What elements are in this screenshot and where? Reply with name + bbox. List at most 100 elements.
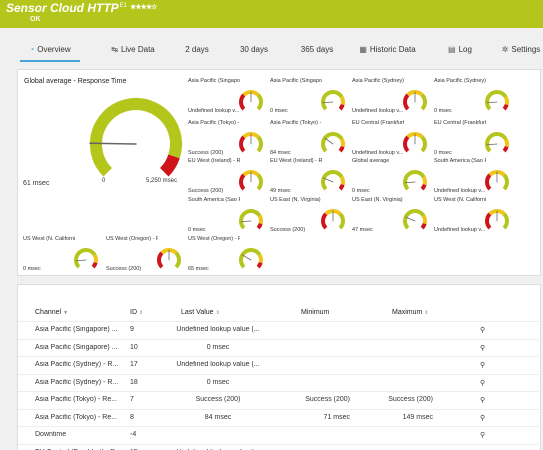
gauge-title: Global average <box>352 158 390 164</box>
search-icon[interactable]: ⚲ <box>480 432 486 439</box>
channel-cell[interactable]: Asia Pacific (Singapore) ... <box>35 326 118 333</box>
tab-2-days[interactable]: 2 days <box>180 38 214 62</box>
tab-label: 30 days <box>239 45 269 54</box>
gauge-title: EU Central (Frankfurt) ... <box>434 120 486 126</box>
gauge-green-arc <box>502 212 509 230</box>
big-gauge-needle <box>89 142 137 145</box>
gauge-yellow-arc <box>257 215 263 225</box>
channel-gauge[interactable]: Global average 0 msec <box>352 158 434 198</box>
last-value-cell: Success (200) <box>195 396 241 403</box>
id-cell: 18 <box>130 378 138 386</box>
gauge-yellow-arc <box>257 254 263 264</box>
gauge-dial <box>239 90 263 111</box>
gauge-dial <box>321 170 345 191</box>
minimum-cell: 71 msec <box>323 413 350 421</box>
channel-gauge[interactable]: US West (Oregon) - Re... Success (200) <box>106 236 188 276</box>
search-icon[interactable]: ⚲ <box>480 379 486 387</box>
table-row[interactable]: EU Central (Frankfurt) - R... 15 Undefined… <box>18 443 542 450</box>
gauge-needle <box>241 254 252 261</box>
channel-cell[interactable]: Asia Pacific (Tokyo) - Re... <box>35 413 118 421</box>
id-header[interactable]: ID ⇕ <box>130 309 144 316</box>
gauge-value: 0 msec <box>23 266 41 272</box>
channel-gauge[interactable]: EU West (Ireland) - Re... Success (200) <box>188 158 270 198</box>
gauge-needle <box>240 220 252 223</box>
channel-header[interactable]: Channel ▼ <box>35 309 69 316</box>
channel-cell[interactable]: EU Central (Frankfurt) - R... <box>35 449 125 450</box>
channel-gauge[interactable]: Asia Pacific (Tokyo) - R... Success (200) <box>188 120 270 160</box>
gauge-dial <box>157 248 181 269</box>
channel-gauge[interactable]: US West (N. California)... 0 msec <box>23 236 105 276</box>
priority-stars[interactable]: ★★★★☆ <box>130 4 157 11</box>
gauge-yellow-arc <box>421 215 427 225</box>
search-icon[interactable]: ⚲ <box>480 362 486 369</box>
channel-gauge[interactable]: US East (N. Virginia) - ... Success (200) <box>270 197 352 237</box>
gauge-dial <box>321 209 345 230</box>
tab-live-data[interactable]: ↹ Live Data <box>104 38 162 62</box>
gauge-green-arc <box>74 248 97 269</box>
gauge-value: Undefined lookup v... <box>352 108 404 114</box>
last-value-cell: 84 msec <box>204 413 232 421</box>
channel-cell[interactable]: Asia Pacific (Singapore) ... <box>35 343 118 351</box>
channel-cell[interactable]: Asia Pacific (Sydney) - R... <box>35 378 119 386</box>
channel-cell[interactable]: Downtime <box>35 431 67 438</box>
gauge-value: 0 msec <box>352 188 370 194</box>
last-value-cell: 0 msec <box>206 343 230 351</box>
table-row[interactable]: Downtime -4 ⚲ <box>18 426 542 443</box>
channel-gauge[interactable]: US East (N. Virginia) - ... 47 msec <box>352 197 434 237</box>
search-icon[interactable]: ⚲ <box>480 414 486 422</box>
channel-gauge[interactable]: South America (Sao Pa... Undefined lookup… <box>434 158 516 198</box>
gauge-title: US West (N. California)... <box>23 236 75 242</box>
gauge-title: South America (Sao Pa... <box>188 197 240 203</box>
search-icon[interactable]: ⚲ <box>480 327 486 334</box>
channel-gauge[interactable]: EU Central (Frankfurt) ... 0 msec <box>434 120 516 160</box>
channel-gauge[interactable]: Asia Pacific (Singapor... 0 msec <box>270 78 352 118</box>
channel-cell[interactable]: Asia Pacific (Sydney) - R... <box>35 361 119 368</box>
gauge-title: South America (Sao Pa... <box>434 158 486 164</box>
channel-gauge[interactable]: EU West (Ireland) - Re... 49 msec <box>270 158 352 198</box>
gauge-dial <box>239 209 263 230</box>
gauge-value: Undefined lookup v... <box>188 108 240 114</box>
tab-historic-data[interactable]: ▦ Historic Data <box>355 38 420 62</box>
minimum-header[interactable]: Minimum <box>301 309 330 316</box>
channel-gauge[interactable]: South America (Sao Pa... 0 msec <box>188 197 270 237</box>
gauge-needle <box>322 101 334 104</box>
table-row[interactable]: Asia Pacific (Tokyo) - Re... 8 84 msec 71 m… <box>18 408 542 426</box>
tab-label: Live Data <box>120 45 155 54</box>
gauge-needle <box>405 216 416 222</box>
maximum-header[interactable]: Maximum ⇕ <box>392 309 429 316</box>
big-gauge-red-arc <box>159 154 180 177</box>
channel-gauge[interactable]: Asia Pacific (Tokyo) - R... 84 msec <box>270 120 352 160</box>
channel-cell[interactable]: Asia Pacific (Tokyo) - Re... <box>35 396 118 403</box>
gauge-red-arc <box>256 222 263 230</box>
gauge-value: 65 msec <box>188 266 209 272</box>
gauge-needle <box>323 177 334 183</box>
tab-icon: ▤ <box>448 45 456 54</box>
id-cell: 17 <box>130 361 138 368</box>
table-row[interactable]: Asia Pacific (Singapore) ... 10 0 msec ⚲ <box>18 338 542 356</box>
table-row[interactable]: Asia Pacific (Tokyo) - Re... 7 Success (20… <box>18 391 542 408</box>
channel-gauge[interactable]: EU Central (Frankfurt) ... Undefined look… <box>352 120 434 160</box>
tab-30-days[interactable]: 30 days <box>234 38 274 62</box>
channel-gauge[interactable]: Asia Pacific (Singapor... Undefined looku… <box>188 78 270 118</box>
tab-icon: ✲ <box>501 45 509 54</box>
search-icon[interactable]: ⚲ <box>480 397 486 404</box>
channel-gauge[interactable]: US West (N. California)... Undefined look… <box>434 197 516 237</box>
channel-gauge[interactable]: Asia Pacific (Sydney) - ... 0 msec <box>434 78 516 118</box>
gauge-green-arc <box>403 170 426 191</box>
channel-gauge[interactable]: Asia Pacific (Sydney) - ... Undefined loo… <box>352 78 434 118</box>
last-value-header[interactable]: Last Value ⇕ <box>181 309 220 316</box>
gauge-title: US East (N. Virginia) - ... <box>270 197 322 203</box>
tab-365-days[interactable]: 365 days <box>293 38 341 62</box>
table-row[interactable]: Asia Pacific (Singapore) ... 9 Undefined l… <box>18 321 542 338</box>
gauge-yellow-arc <box>339 176 345 186</box>
table-row[interactable]: Asia Pacific (Sydney) - R... 18 0 msec ⚲ <box>18 373 542 391</box>
channel-gauge[interactable]: US West (Oregon) - Re... 65 msec <box>188 236 270 276</box>
gauge-green-arc <box>174 251 181 269</box>
tab-overview[interactable]: ◔ Overview <box>20 38 80 62</box>
tab-log[interactable]: ▤ Log <box>444 38 476 62</box>
tab-settings[interactable]: ✲ Settings <box>496 38 543 62</box>
table-row[interactable]: Asia Pacific (Sydney) - R... 17 Undefined … <box>18 356 542 373</box>
gauge-red-arc <box>157 251 164 269</box>
search-icon[interactable]: ⚲ <box>480 344 486 352</box>
last-value-cell: Undefined lookup value (... <box>176 361 260 368</box>
